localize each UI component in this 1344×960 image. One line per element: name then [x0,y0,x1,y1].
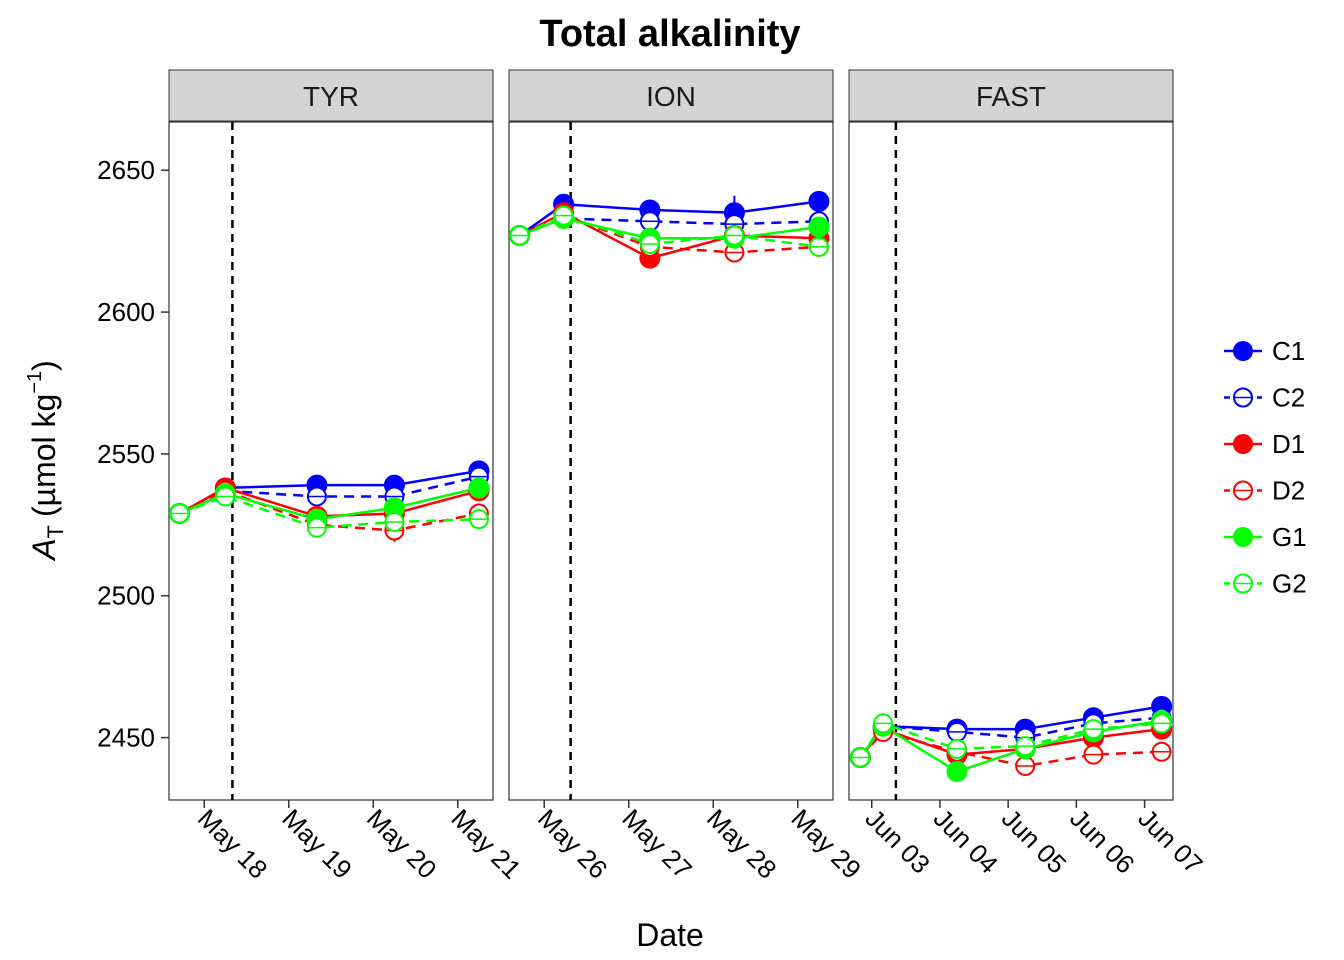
y-tick-label: 2650 [97,155,155,185]
x-tick-label: May 26 [532,803,614,885]
panel-border [508,121,834,801]
legend-item-c1: C1 [1224,336,1305,366]
y-axis-title: AT (µmol kg−1) [24,360,68,562]
y-axis-title-subscript: T [43,525,68,538]
x-tick-label: Jun 06 [1064,803,1140,879]
x-tick-label: Jun 04 [928,803,1004,879]
x-tick-label: May 20 [361,803,443,885]
legend-label: D1 [1272,429,1305,459]
legend-key-marker [1233,341,1253,361]
x-tick-label: Jun 07 [1132,803,1208,879]
data-point-c1 [808,190,830,212]
y-tick-label: 2450 [97,723,155,753]
x-tick-label: May 27 [616,803,698,885]
chart-title: Total alkalinity [539,13,800,55]
x-tick-label: May 28 [701,803,783,885]
strip-label: TYR [303,81,359,112]
data-point-g1 [808,216,830,238]
legend: C1 C2 D1 D2 G1 G2 [1224,336,1307,599]
x-tick-label: May 19 [276,803,358,885]
x-tick-label: Jun 05 [996,803,1072,879]
legend-label: C2 [1272,383,1305,413]
y-axis-title-main: A [26,538,62,561]
legend-label: G1 [1272,522,1307,552]
y-tick-label: 2550 [97,439,155,469]
legend-item-d1: D1 [1224,429,1305,459]
panel-border [848,121,1174,801]
legend-label: D2 [1272,476,1305,506]
strip-background [508,69,834,122]
series-line-c2 [519,217,819,237]
legend-item-d2: D2 [1224,476,1305,506]
x-axis-title: Date [636,917,704,953]
x-tick-label: May 18 [192,803,274,885]
series-line-d2 [179,489,480,532]
y-tick-label: 2500 [97,581,155,611]
strip-label: FAST [976,81,1046,112]
panel-tyr: TYR May 18 May 19 May 20 May 21 [168,69,528,885]
legend-item-g1: G1 [1224,522,1307,552]
strip-background [168,69,494,122]
strip-label: ION [646,81,696,112]
legend-label: C1 [1272,336,1305,366]
x-tick-label: May 29 [786,803,868,885]
panel-border [168,121,494,801]
legend-key-marker [1233,434,1253,454]
legend-label: G2 [1272,569,1307,599]
y-axis-title-unit: (µmol kg [26,394,62,517]
y-axis-title-unit-exponent: −1 [24,371,46,394]
data-point-g1 [946,761,968,783]
panel-ion: ION May 26 May 27 May 28 May 29 [508,69,868,885]
legend-item-c2: C2 [1224,383,1305,413]
data-point-g1 [468,477,490,499]
legend-item-g2: G2 [1224,569,1307,599]
x-tick-label: May 21 [446,803,528,885]
strip-background [848,69,1174,122]
y-tick-label: 2600 [97,297,155,327]
x-tick-label: Jun 03 [859,803,935,879]
y-axis-title-unit-close: ) [26,360,62,371]
legend-key-marker [1233,527,1253,547]
series-line-d2 [859,730,1162,768]
series-line-c2 [859,716,1162,759]
y-axis: 2450 2500 2550 2600 2650 [97,155,169,753]
